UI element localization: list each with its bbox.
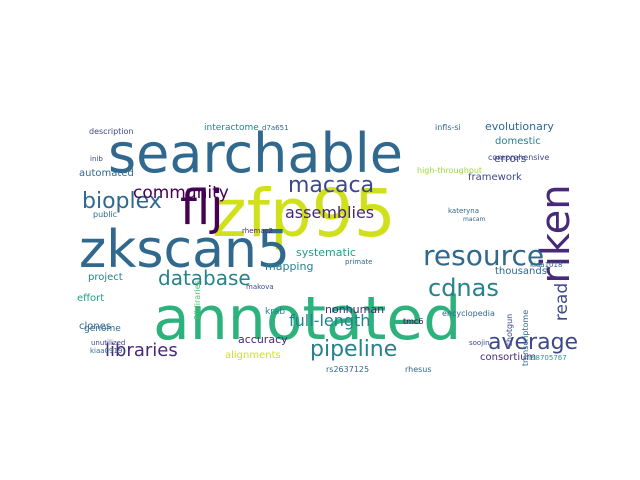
cloud-word: pipeline (310, 337, 397, 362)
cloud-word: infls-si (435, 123, 461, 132)
cloud-word: shotgun (505, 314, 514, 347)
cloud-word: assemblies (285, 203, 374, 222)
cloud-word: database (158, 266, 251, 290)
cloud-word: rs8705767 (529, 354, 567, 362)
cloud-word: average (488, 330, 578, 355)
cloud-word: rs2637125 (326, 365, 369, 374)
cloud-word: nonhuman (325, 303, 384, 316)
cloud-word: full-length (289, 311, 370, 330)
cloud-word: macaca (288, 173, 374, 198)
cloud-word: description (89, 127, 133, 136)
cloud-word: consortium (480, 352, 536, 363)
cloud-word: genome (84, 324, 121, 334)
cloud-word: rhesus (405, 365, 432, 374)
cloud-word: effort (77, 293, 104, 304)
cloud-word: resource (423, 239, 544, 272)
cloud-word: riken (533, 184, 579, 283)
cloud-word: macam (463, 216, 485, 223)
cloud-word: rhemac2 (242, 227, 273, 235)
cloud-word: encyclopedia (442, 309, 495, 318)
cloud-word: interactome (204, 123, 259, 133)
cloud-word: community (133, 183, 229, 203)
cloud-word: automated (79, 168, 134, 179)
cloud-word: evolutionary (485, 120, 554, 133)
cloud-word: mapping (265, 260, 313, 273)
cloud-word: 8ibliraries (193, 280, 202, 320)
cloud-word: annotated (153, 284, 461, 354)
cloud-word: kiaa0919 (90, 347, 122, 355)
cloud-word: accuracy (238, 333, 288, 346)
cloud-word: cdnas (428, 274, 499, 302)
cloud-word: makova (246, 283, 274, 291)
cloud-word: public (93, 210, 117, 219)
cloud-word: kiaa1018 (530, 261, 562, 269)
cloud-word: inib (90, 155, 103, 163)
cloud-word: clones (79, 321, 111, 332)
cloud-word: comprehensive (488, 153, 549, 162)
cloud-word: searchable (108, 122, 403, 185)
cloud-word: read (552, 283, 572, 321)
cloud-word: bioplex (82, 189, 162, 214)
cloud-word: primate (345, 258, 372, 266)
cloud-word: kateryna (448, 207, 479, 215)
cloud-word: high-throughput (417, 166, 482, 175)
cloud-word: framework (468, 172, 522, 183)
cloud-word: unutilized (91, 339, 125, 347)
cloud-word: project (88, 272, 123, 283)
cloud-word: domestic (495, 136, 541, 147)
cloud-word: krab (265, 307, 285, 317)
cloud-word: tmc6 (403, 317, 423, 326)
cloud-word: thousands (495, 266, 547, 277)
cloud-word: alignments (225, 350, 281, 361)
cloud-word: transcriptome (521, 310, 530, 366)
cloud-word: systematic (296, 246, 356, 259)
cloud-word: cdna (309, 153, 317, 170)
cloud-word: d7a651 (262, 124, 289, 132)
cloud-word: zkscan5 (79, 220, 290, 280)
cloud-word: errors (494, 152, 527, 165)
cloud-word: soojin (469, 339, 490, 347)
cloud-word: flj (180, 180, 224, 236)
cloud-word: zfp95 (212, 175, 396, 252)
cloud-word: libraries (105, 340, 178, 361)
